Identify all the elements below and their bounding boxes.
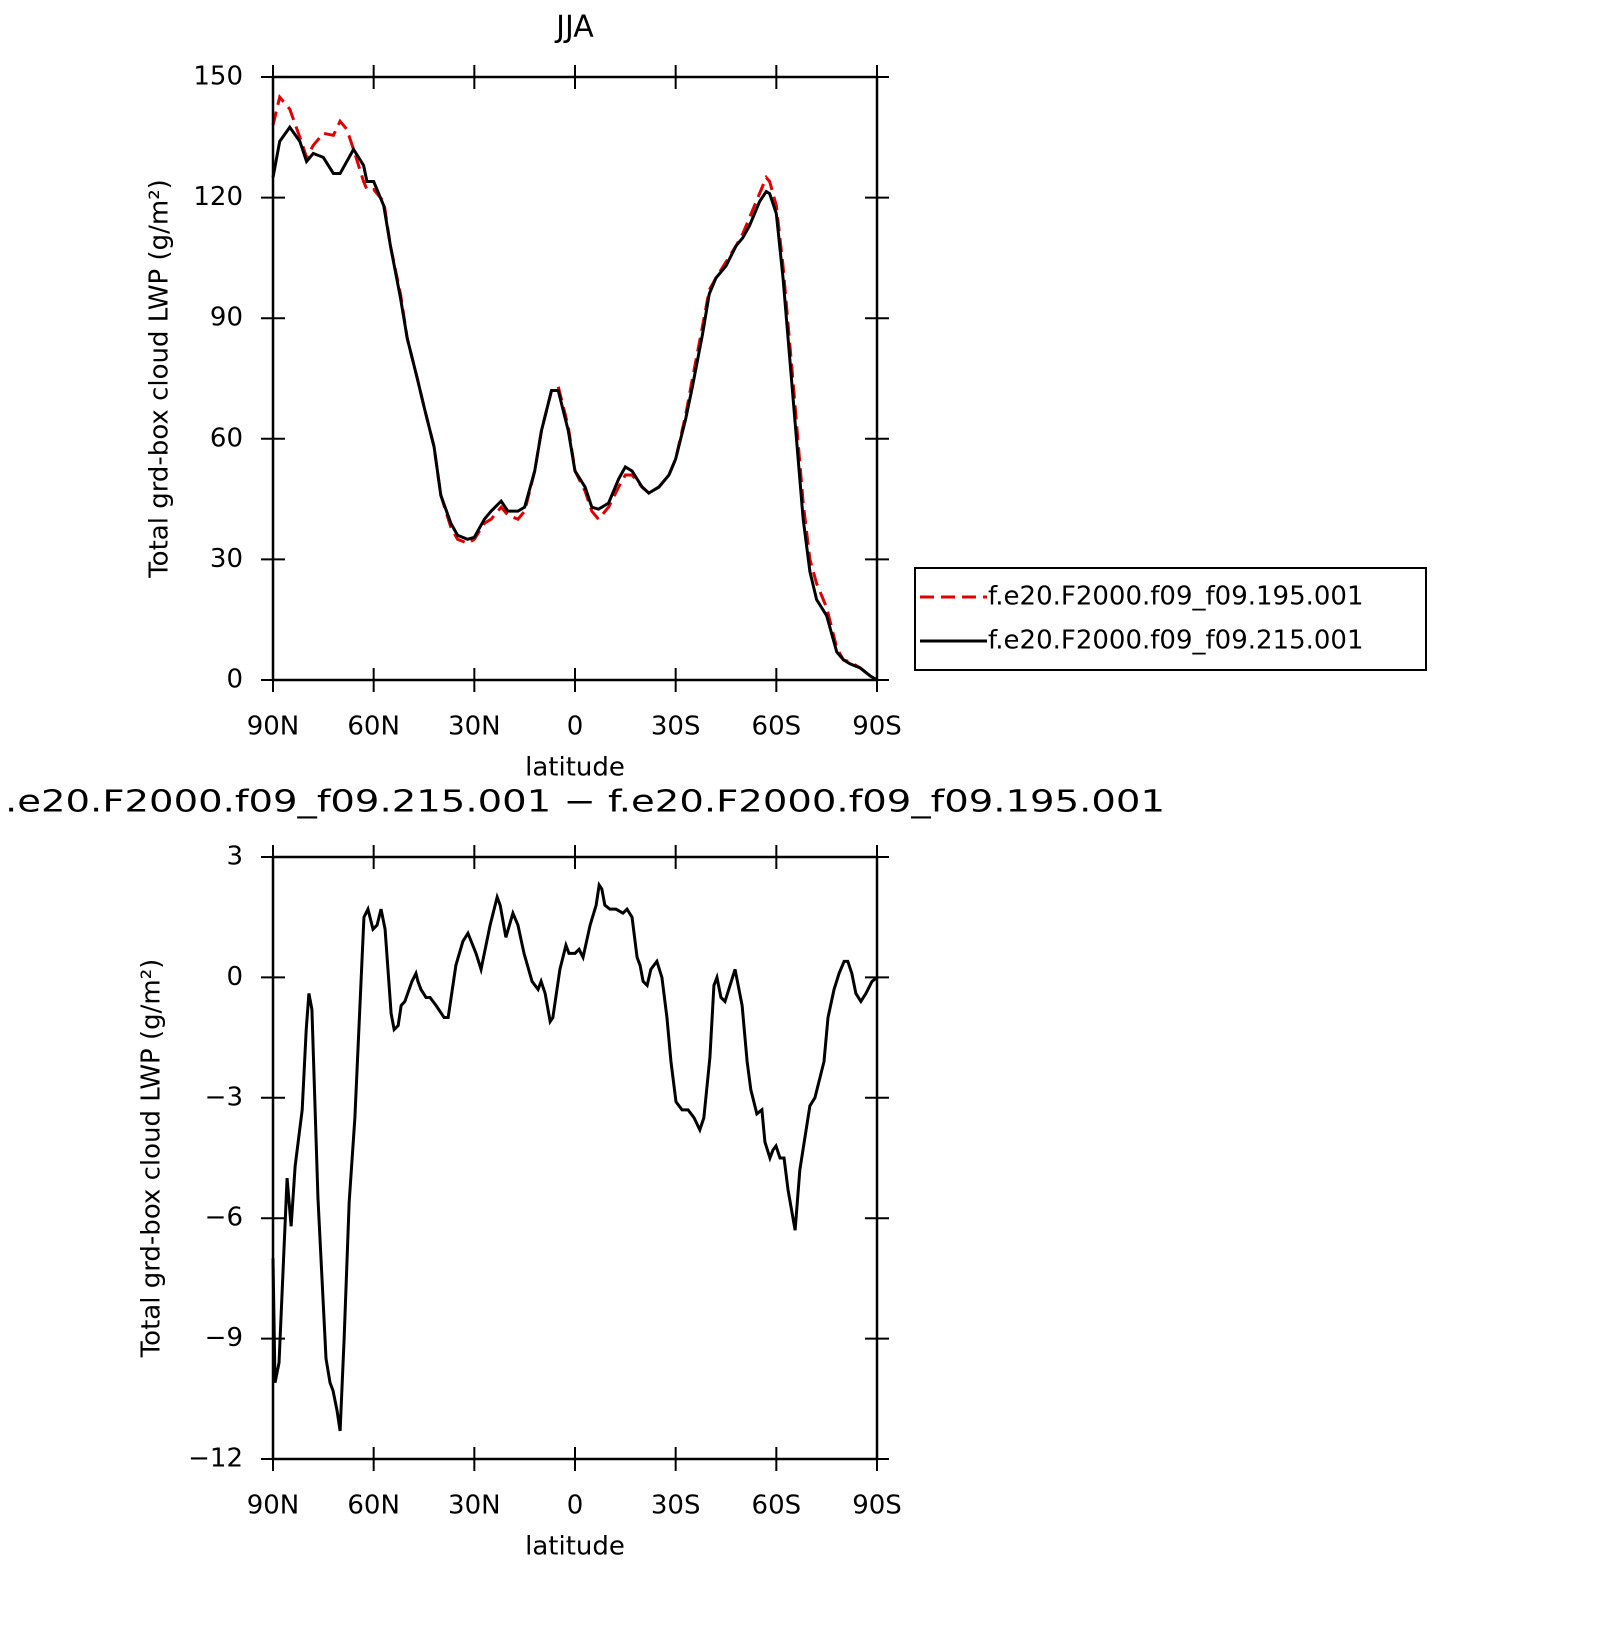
x-tick-label: 90S [852, 712, 902, 742]
chart-title: .e20.F2000.f09_f09.215.001 − f.e20.F2000… [5, 785, 1165, 820]
x-axis-label: latitude [525, 1532, 625, 1562]
y-tick-label: 150 [193, 62, 243, 92]
legend-label: f.e20.F2000.f09_f09.195.001 [988, 582, 1364, 612]
y-axis-label: Total grd-box cloud LWP (g/m²) [145, 179, 175, 579]
x-tick-label: 60S [752, 712, 802, 742]
data-line [271, 881, 878, 1432]
y-tick-label: −12 [188, 1444, 243, 1474]
x-tick-label: 90S [852, 1491, 902, 1521]
y-tick-label: 0 [226, 665, 243, 695]
y-tick-label: 0 [226, 962, 243, 992]
x-tick-label: 30S [651, 1491, 701, 1521]
y-tick-label: 90 [210, 303, 243, 333]
y-tick-label: 3 [226, 842, 243, 872]
x-tick-label: 30N [448, 1491, 501, 1521]
x-tick-label: 30N [448, 712, 501, 742]
y-tick-label: 60 [210, 423, 243, 453]
y-tick-label: 120 [193, 182, 243, 212]
legend-box [914, 567, 1427, 671]
y-tick-label: −6 [205, 1203, 243, 1233]
plot-frame [271, 75, 879, 682]
x-tick-label: 60N [347, 1491, 400, 1521]
x-tick-label: 0 [567, 712, 584, 742]
chart-title: JJA [554, 10, 594, 45]
y-axis-label: Total grd-box cloud LWP (g/m²) [137, 959, 167, 1359]
y-tick-label: 30 [210, 544, 243, 574]
x-tick-label: 30S [651, 712, 701, 742]
y-tick-label: −9 [205, 1323, 243, 1353]
x-tick-label: 0 [567, 1491, 584, 1521]
x-tick-label: 90N [247, 1491, 300, 1521]
plot-frame [271, 855, 879, 1461]
legend-label: f.e20.F2000.f09_f09.215.001 [988, 626, 1364, 656]
x-tick-label: 60S [752, 1491, 802, 1521]
data-line [271, 93, 878, 682]
x-tick-label: 60N [347, 712, 400, 742]
y-tick-label: −3 [205, 1082, 243, 1112]
x-tick-label: 90N [247, 712, 300, 742]
data-line [271, 124, 878, 682]
x-axis-label: latitude [525, 753, 625, 783]
